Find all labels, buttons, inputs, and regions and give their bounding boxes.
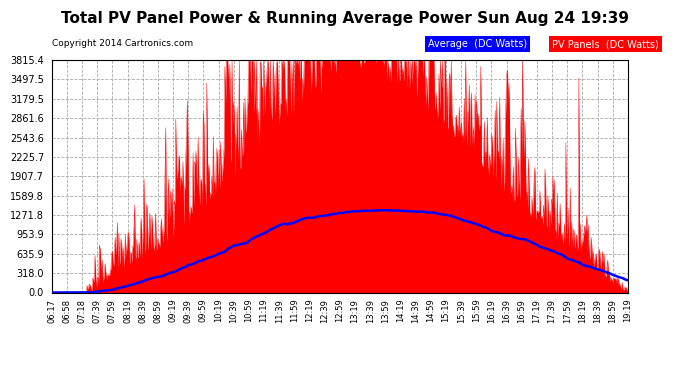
Text: PV Panels  (DC Watts): PV Panels (DC Watts)	[552, 39, 659, 50]
Text: Total PV Panel Power & Running Average Power Sun Aug 24 19:39: Total PV Panel Power & Running Average P…	[61, 11, 629, 26]
Text: Copyright 2014 Cartronics.com: Copyright 2014 Cartronics.com	[52, 39, 193, 48]
Text: Average  (DC Watts): Average (DC Watts)	[428, 39, 527, 50]
